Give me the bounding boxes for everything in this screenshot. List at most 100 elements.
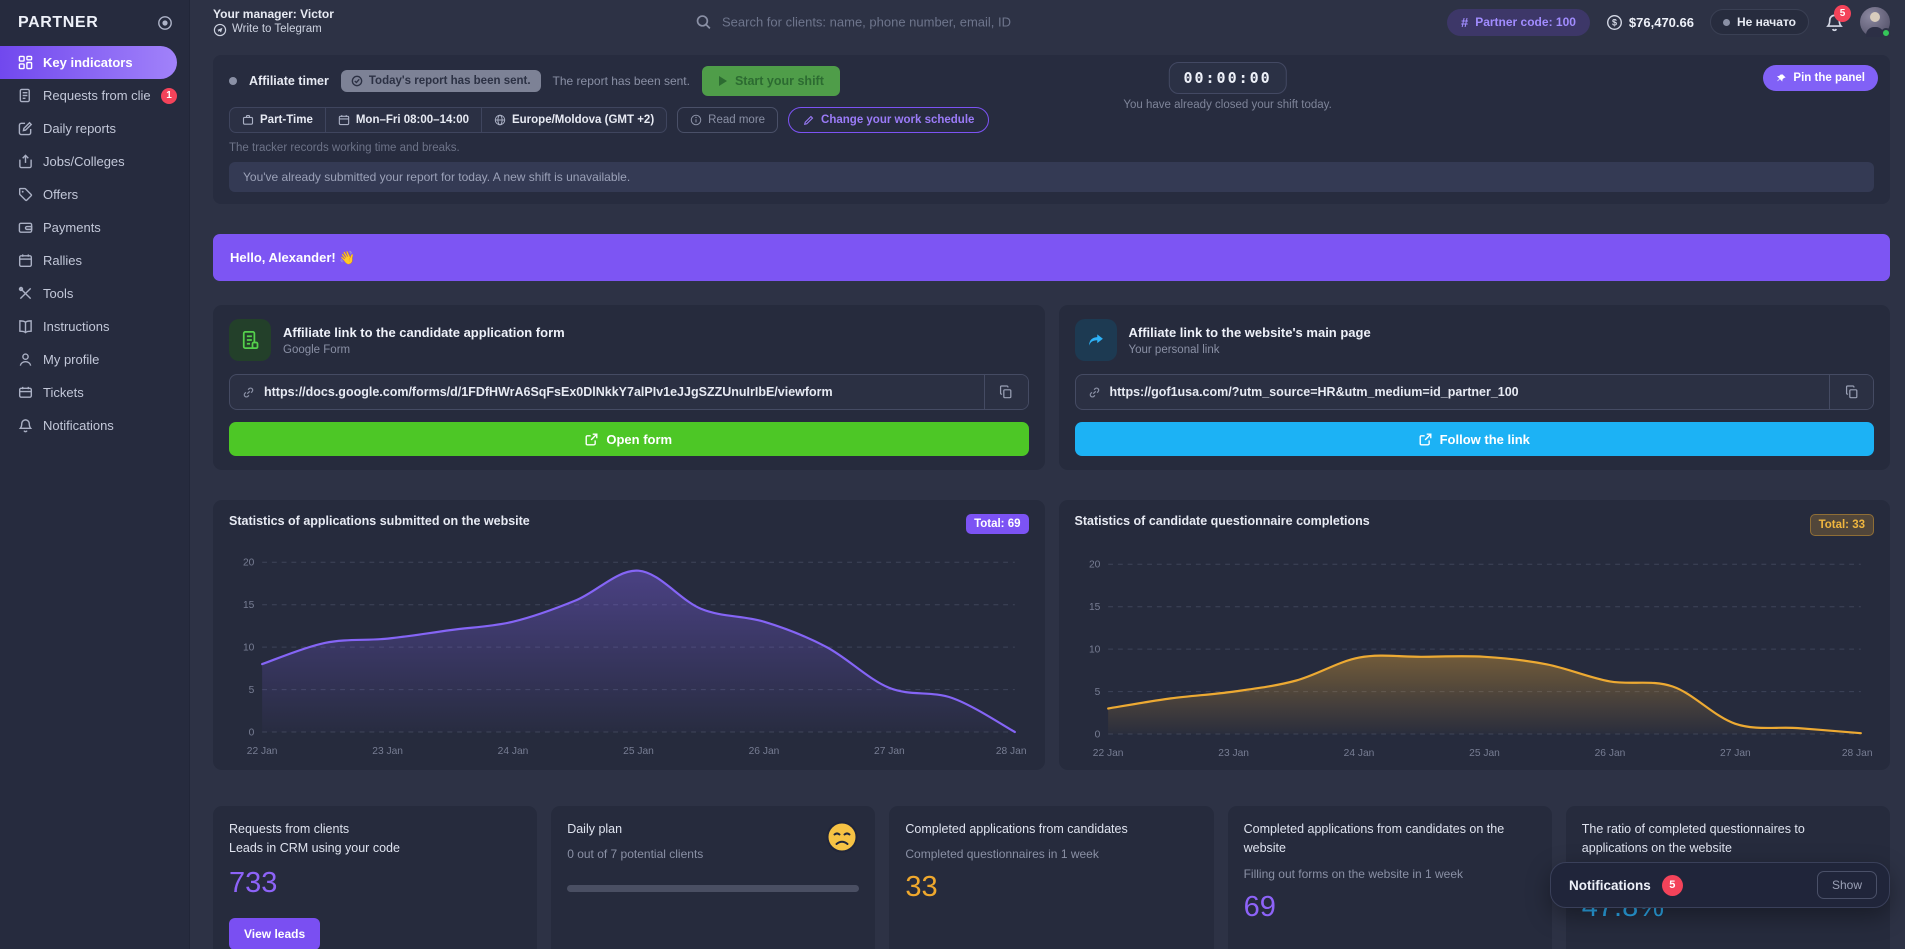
edit-icon <box>18 121 33 136</box>
greeting-banner: Hello, Alexander! 👋 <box>213 234 1890 281</box>
collapse-sidebar-icon[interactable] <box>157 15 173 31</box>
sidebar-item-label: Offers <box>43 187 79 202</box>
stat-subtitle: Completed questionnaires in 1 week <box>905 847 1099 862</box>
bell-icon <box>18 418 33 433</box>
balance-value: $76,470.66 <box>1628 14 1694 30</box>
svg-text:23 Jan: 23 Jan <box>372 746 403 757</box>
website-url-input[interactable] <box>1109 375 1817 409</box>
timezone-label: Europe/Moldova (GMT +2) <box>511 114 655 126</box>
shift-status-pill[interactable]: Не начато <box>1710 9 1809 35</box>
stat-title-line2: Leads in CRM using your code <box>229 841 400 856</box>
topbar-right: # Partner code: 100 $ $76,470.66 Не нача… <box>1446 4 1891 38</box>
sidebar-item-requests[interactable]: Requests from clie... 1 <box>0 79 189 112</box>
pin-panel-button[interactable]: Pin the panel <box>1763 65 1878 91</box>
svg-text:24 Jan: 24 Jan <box>1343 748 1374 759</box>
stat-title: Requests from clients <box>229 822 350 836</box>
timezone-chip: Europe/Moldova (GMT +2) <box>480 108 666 132</box>
requests-count-badge: 1 <box>161 87 177 104</box>
notifications-popup-badge: 5 <box>1661 874 1683 896</box>
follow-link-button[interactable]: Follow the link <box>1074 422 1874 456</box>
stat-title: The ratio of completed questionnaires to… <box>1581 822 1805 856</box>
svg-text:0: 0 <box>249 727 255 738</box>
globe-icon <box>494 114 506 126</box>
sidebar-item-payments[interactable]: Payments <box>0 211 189 244</box>
read-more-button[interactable]: Read more <box>677 107 779 133</box>
stat-title: Completed applications from candidates <box>905 822 1128 836</box>
candidate-form-card: Affiliate link to the candidate applicat… <box>213 305 1045 470</box>
start-shift-button[interactable]: Start your shift <box>701 66 840 96</box>
sad-face-emoji <box>825 820 859 854</box>
search-input[interactable] <box>722 14 1255 30</box>
report-badge-label: Today's report has been sent. <box>368 75 531 87</box>
telegram-link-label: Write to Telegram <box>232 23 322 36</box>
show-notifications-button[interactable]: Show <box>1816 871 1877 899</box>
questionnaires-total-badge: Total: 33 <box>1809 514 1874 536</box>
requests-count-value: 733 <box>229 866 278 899</box>
svg-text:28 Jan: 28 Jan <box>1841 748 1872 759</box>
search-icon <box>695 14 712 31</box>
sidebar: PARTNER Key indicators Requests from cli… <box>0 0 190 949</box>
open-form-button[interactable]: Open form <box>229 422 1029 456</box>
status-dot <box>1723 18 1730 26</box>
form-url-input[interactable] <box>264 375 972 409</box>
share-box-icon <box>18 154 33 169</box>
daily-plan-card: Daily plan 0 out of 7 potential clients <box>551 806 876 949</box>
brand-logo: PARTNER <box>18 14 99 31</box>
shift-clock-block: 00:00:00 You have already closed your sh… <box>1123 62 1332 111</box>
sidebar-item-tickets[interactable]: Tickets <box>0 376 189 409</box>
sidebar-item-jobs-colleges[interactable]: Jobs/Colleges <box>0 145 189 178</box>
svg-text:28 Jan: 28 Jan <box>996 746 1027 757</box>
form-document-icon <box>229 319 271 361</box>
avatar[interactable] <box>1860 7 1891 38</box>
svg-text:25 Jan: 25 Jan <box>623 746 654 757</box>
sidebar-item-tools[interactable]: Tools <box>0 277 189 310</box>
ticket-icon <box>18 385 33 400</box>
partner-code-badge[interactable]: # Partner code: 100 <box>1446 8 1590 36</box>
timer-title: Affiliate timer <box>249 74 329 88</box>
sidebar-item-label: Payments <box>43 220 101 235</box>
daily-plan-progress-bar <box>567 885 860 893</box>
sidebar-item-label: Requests from clie... <box>43 88 151 103</box>
copy-form-url-button[interactable] <box>983 375 1028 409</box>
report-submitted-message: You've already submitted your report for… <box>229 162 1874 192</box>
book-icon <box>18 319 33 334</box>
svg-text:0: 0 <box>1094 729 1100 740</box>
card-title: Affiliate link to the website's main pag… <box>1128 324 1371 340</box>
status-label: Не начато <box>1737 15 1796 29</box>
applications-total-badge: Total: 69 <box>966 514 1029 534</box>
change-schedule-button[interactable]: Change your work schedule <box>788 107 990 133</box>
copy-website-url-button[interactable] <box>1829 375 1873 409</box>
shift-closed-note: You have already closed your shift today… <box>1123 99 1332 111</box>
telegram-link[interactable]: Write to Telegram <box>213 22 334 38</box>
search-bar[interactable] <box>695 14 1255 31</box>
briefcase-icon <box>242 114 254 126</box>
report-sent-badge: Today's report has been sent. <box>340 70 541 92</box>
read-more-label: Read more <box>708 114 766 126</box>
sidebar-item-notifications[interactable]: Notifications <box>0 409 189 442</box>
link-icon <box>242 386 255 399</box>
form-url-row <box>229 374 1029 410</box>
sidebar-item-offers[interactable]: Offers <box>0 178 189 211</box>
notifications-popup: Notifications 5 Show <box>1550 862 1890 908</box>
play-icon <box>718 76 727 86</box>
sidebar-item-instructions[interactable]: Instructions <box>0 310 189 343</box>
sidebar-item-key-indicators[interactable]: Key indicators <box>0 46 177 79</box>
notifications-bell[interactable]: 5 <box>1825 4 1851 32</box>
view-leads-button[interactable]: View leads <box>229 917 321 949</box>
sidebar-item-label: Rallies <box>43 253 83 268</box>
questionnaires-count-value: 33 <box>905 871 938 904</box>
person-icon <box>18 352 33 367</box>
document-icon <box>18 88 33 103</box>
hash-icon: # <box>1460 14 1469 30</box>
sidebar-item-label: Key indicators <box>43 55 133 70</box>
svg-text:5: 5 <box>1094 687 1100 698</box>
sidebar-item-rallies[interactable]: Rallies <box>0 244 189 277</box>
svg-text:24 Jan: 24 Jan <box>498 746 529 757</box>
sidebar-item-daily-reports[interactable]: Daily reports <box>0 112 189 145</box>
sidebar-item-my-profile[interactable]: My profile <box>0 343 189 376</box>
charts-row: Statistics of applications submitted on … <box>213 500 1890 770</box>
svg-text:15: 15 <box>243 600 255 611</box>
share-arrow-icon <box>1074 319 1117 361</box>
copy-icon <box>999 385 1012 399</box>
svg-text:27 Jan: 27 Jan <box>874 746 905 757</box>
